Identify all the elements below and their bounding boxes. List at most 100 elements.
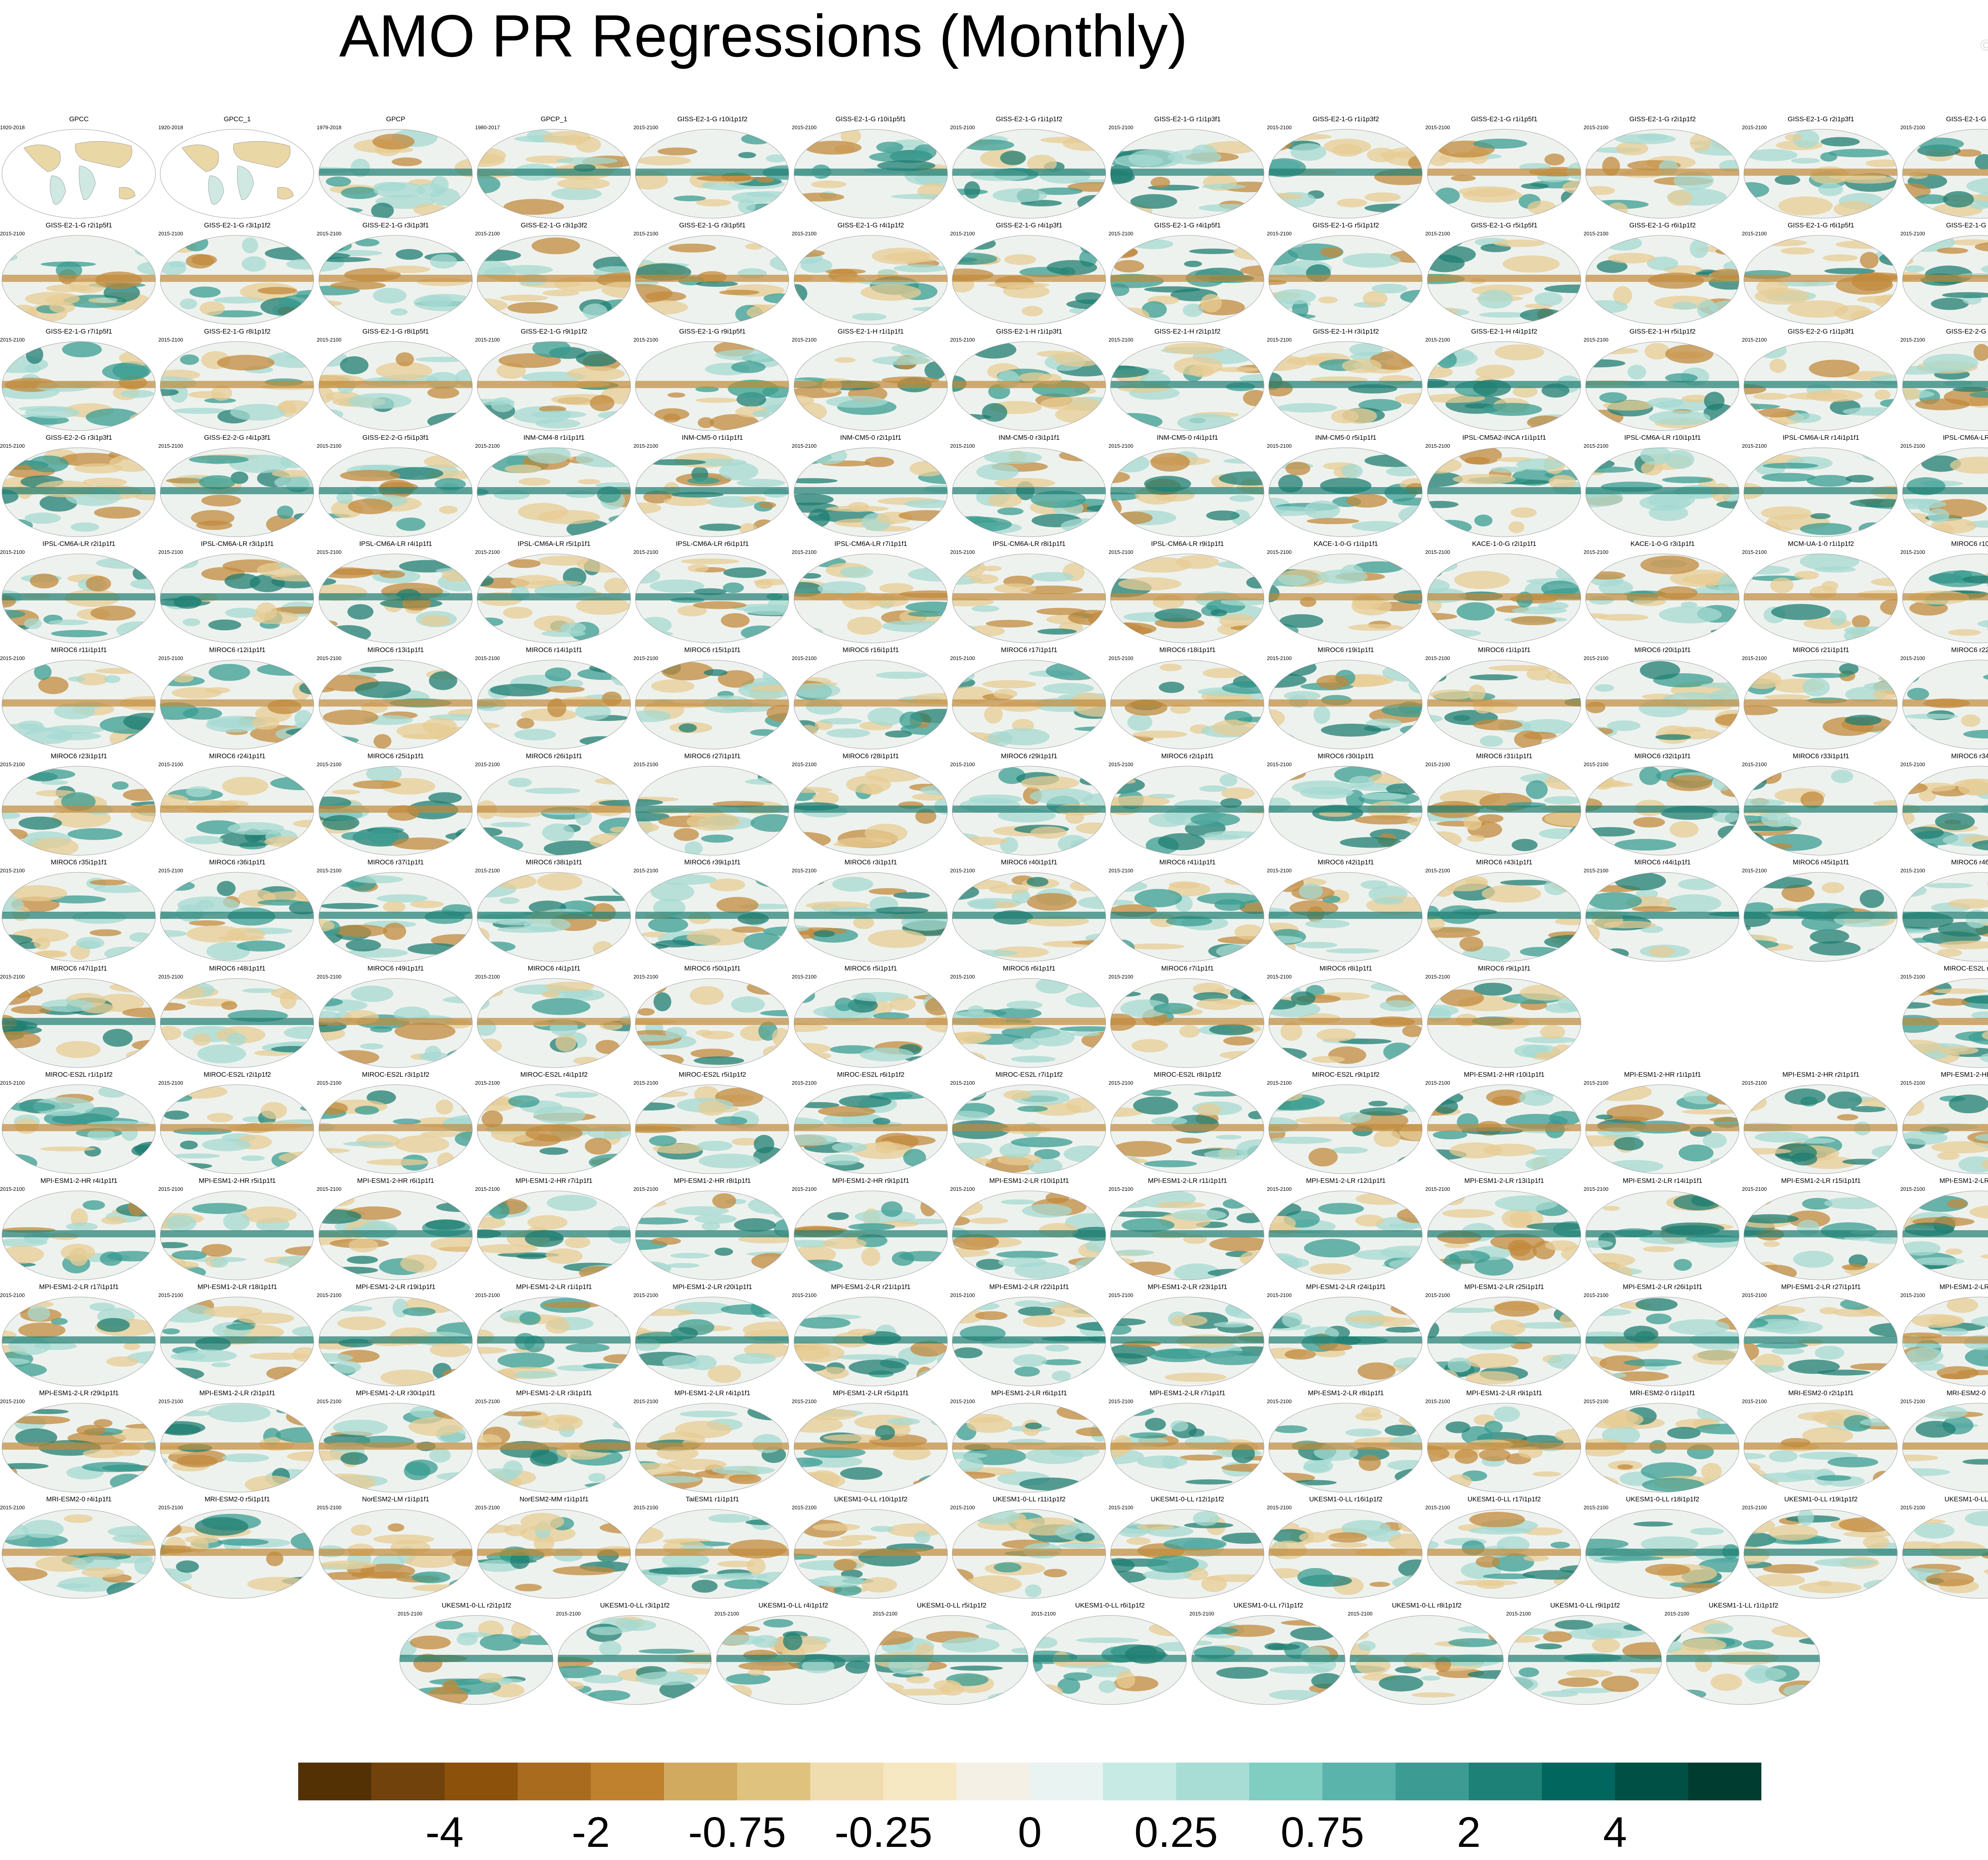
panel-years: 2015-2100 — [792, 868, 817, 874]
regression-map — [160, 1190, 314, 1280]
map-panel: MPI-ESM1-2-LR r13i1p1f1 2015-2100 — [1425, 1177, 1583, 1284]
map-panel: GISS-E2-1-G r3i1p3f2 2015-2100 — [475, 221, 633, 329]
map-panel: MIROC6 r25i1p1f1 2015-2100 — [317, 752, 475, 860]
panel-title: UKESM1-0-LL r16i1p1f2 — [1309, 1495, 1383, 1503]
regression-map — [1110, 660, 1264, 749]
regression-map — [477, 766, 631, 856]
panel-title: MPI-ESM1-2-LR r6i1p1f1 — [991, 1389, 1067, 1397]
map-panel: GISS-E2-2-G r4i1p3f1 2015-2100 — [158, 434, 316, 541]
map-panel: GISS-E2-1-G r3i1p1f2 2015-2100 — [158, 221, 316, 329]
panel-title: MIROC6 r10i1p1f1 — [1951, 540, 1988, 548]
panel-title: INM-CM5-0 r5i1p1f1 — [1315, 434, 1376, 441]
map-panel: MPI-ESM1-2-HR r1i1p1f1 2015-2100 — [1584, 1071, 1741, 1178]
map-panel: UKESM1-1-LL r1i1p1f2 2015-2100 — [1664, 1602, 1822, 1709]
map-panel: GPCC_1 1920-2018 — [158, 115, 316, 223]
panel-years: 2015-2100 — [0, 337, 25, 343]
regression-map — [1110, 1190, 1264, 1280]
regression-map — [1268, 1297, 1423, 1386]
regression-map — [635, 1084, 789, 1174]
panel-years: 2015-2100 — [633, 655, 658, 661]
panel-title: UKESM1-0-LL r10i1p1f2 — [834, 1495, 908, 1503]
regression-map — [952, 1084, 1106, 1174]
panel-title: MRI-ESM2-0 r3i1p1f1 — [1946, 1389, 1988, 1397]
map-panel: MIROC6 r17i1p1f1 2015-2100 — [950, 646, 1108, 753]
panel-years: 2015-2100 — [0, 974, 25, 980]
regression-map — [477, 553, 631, 643]
regression-map — [1743, 1190, 1898, 1280]
panel-years: 2015-2100 — [1900, 974, 1925, 980]
map-panel: UKESM1-0-LL r19i1p1f2 2015-2100 — [1742, 1495, 1900, 1603]
panel-title: MIROC6 r30i1p1f1 — [1318, 752, 1374, 760]
regression-map — [635, 341, 789, 431]
panel-years: 2015-2100 — [1742, 443, 1767, 449]
panel-years: 2015-2100 — [1425, 655, 1450, 661]
regression-map — [1743, 1297, 1898, 1386]
panel-years: 2015-2100 — [556, 1611, 581, 1617]
regression-map — [160, 1509, 314, 1599]
regression-map — [1268, 235, 1423, 325]
panel-title: MRI-ESM2-0 r1i1p1f1 — [1630, 1389, 1695, 1397]
map-panel: GISS-E2-1-H r2i1p1f2 2015-2100 — [1109, 328, 1266, 435]
map-panel: MPI-ESM1-2-HR r2i1p1f1 2015-2100 — [1742, 1071, 1900, 1178]
panel-years: 2015-2100 — [1900, 124, 1925, 130]
map-panel: IPSL-CM6A-LR r8i1p1f1 2015-2100 — [950, 540, 1108, 647]
panel-years: 2015-2100 — [475, 761, 500, 767]
map-panel: IPSL-CM6A-LR r4i1p1f1 2015-2100 — [317, 540, 475, 647]
map-panel: MIROC6 r29i1p1f1 2015-2100 — [950, 752, 1108, 860]
map-panel: MPI-ESM1-2-LR r9i1p1f1 2015-2100 — [1425, 1389, 1583, 1497]
map-panel: MPI-ESM1-2-LR r14i1p1f1 2015-2100 — [1584, 1177, 1741, 1284]
map-panel: MIROC6 r4i1p1f1 2015-2100 — [475, 965, 633, 1072]
panel-title: MIROC6 r37i1p1f1 — [367, 858, 424, 866]
panel-years: 2015-2100 — [0, 1080, 25, 1086]
regression-map — [1268, 766, 1423, 856]
map-panel: MRI-ESM2-0 r4i1p1f1 2015-2100 — [0, 1495, 158, 1603]
regression-map — [318, 1509, 473, 1599]
panel-title: MIROC6 r45i1p1f1 — [1792, 858, 1849, 866]
panel-title: GISS-E2-1-H r3i1p1f2 — [1312, 328, 1379, 335]
panel-years: 2015-2100 — [633, 124, 658, 130]
regression-map — [1033, 1615, 1187, 1705]
panel-title: GISS-E2-1-G r3i1p1f2 — [204, 221, 271, 229]
panel-years: 2015-2100 — [158, 655, 183, 661]
panel-years: 2015-2100 — [1742, 337, 1767, 343]
map-panel: GISS-E2-1-G r2i1p5f1 2015-2100 — [0, 221, 158, 329]
colorbar-swatch — [1542, 1763, 1615, 1800]
regression-map — [1585, 341, 1740, 431]
map-panel: GISS-E2-1-G r1i1p3f1 2015-2100 — [1109, 115, 1266, 223]
panel-years: 2015-2100 — [0, 443, 25, 449]
regression-map — [1268, 341, 1423, 431]
map-panel: GISS-E2-1-H r1i1p3f1 2015-2100 — [950, 328, 1108, 435]
colorbar-tick-label: -2 — [571, 1808, 610, 1856]
map-panel: MIROC-ES2L r9i1p1f2 2015-2100 — [1267, 1071, 1425, 1178]
regression-map — [1743, 872, 1898, 962]
regression-map — [794, 447, 947, 537]
panel-title: GISS-E2-1-G r1i1p3f2 — [1312, 115, 1379, 123]
map-panel: MIROC6 r2i1p1f1 2015-2100 — [1109, 752, 1266, 860]
map-panel: UKESM1-0-LL r16i1p1f2 2015-2100 — [1267, 1495, 1425, 1603]
map-panel: MIROC6 r13i1p1f1 2015-2100 — [317, 646, 475, 753]
panel-title: MIROC6 r16i1p1f1 — [843, 646, 899, 654]
panel-years: 2015-2100 — [0, 761, 25, 767]
map-panel: INM-CM5-0 r2i1p1f1 2015-2100 — [792, 434, 950, 541]
map-panel: GISS-E2-1-G r4i1p5f1 2015-2100 — [1109, 221, 1266, 329]
map-panel: MPI-ESM1-2-HR r5i1p1f1 2015-2100 — [158, 1177, 316, 1284]
map-panel: IPSL-CM6A-LR r1i1p1f1 2015-2100 — [1901, 434, 1988, 541]
panel-grid: GPCC 1920-2018 GPCC_1 1920-2018 GPCP 1979-201… — [0, 115, 1988, 1709]
panel-title: MIROC6 r41i1p1f1 — [1159, 858, 1216, 866]
map-panel: UKESM1-0-LL r11i1p1f2 2015-2100 — [950, 1495, 1108, 1603]
panel-years: 2015-2100 — [792, 974, 817, 980]
map-panel: GISS-E2-1-G r8i1p5f1 2015-2100 — [317, 328, 475, 435]
panel-years: 2015-2100 — [633, 443, 658, 449]
regression-map — [1427, 872, 1581, 962]
panel-title: GISS-E2-1-H r1i1p3f1 — [996, 328, 1062, 335]
panel-years: 2015-2100 — [1109, 1292, 1134, 1298]
map-panel: MIROC6 r45i1p1f1 2015-2100 — [1742, 858, 1900, 966]
panel-years: 2015-2100 — [1742, 1186, 1767, 1192]
panel-title: UKESM1-0-LL r8i1p1f2 — [1392, 1602, 1462, 1609]
regression-map — [160, 766, 314, 856]
panel-title: GISS-E2-2-G r1i1p3f1 — [1788, 328, 1854, 335]
panel-years: 2015-2100 — [158, 868, 183, 874]
panel-years: 2015-2100 — [1742, 231, 1767, 237]
map-panel: MIROC6 r14i1p1f1 2015-2100 — [475, 646, 633, 753]
regression-map — [952, 766, 1106, 856]
